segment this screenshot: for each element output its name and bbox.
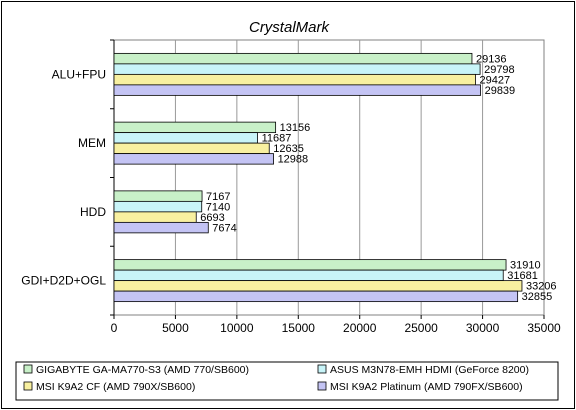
bar [113,290,519,303]
legend-box [15,361,559,401]
category-label: ALU+FPU [52,67,106,81]
data-label: 7167 [206,191,230,203]
data-label: 6693 [200,212,224,224]
legend-swatch [317,364,327,374]
data-label: 29427 [480,74,511,86]
data-label: 31910 [510,260,541,272]
bar [113,73,476,86]
bar [113,63,481,75]
legend: GIGABYTE GA-MA770-S3 (AMD 770/SB600) ASUS… [15,361,559,401]
data-label: 32855 [522,291,553,303]
x-tick-label: 15000 [282,321,316,335]
bar [113,200,203,213]
legend-swatch [23,364,33,374]
legend-swatch [23,381,33,391]
bar [113,190,203,202]
data-label: 33206 [526,281,557,293]
bar [113,52,473,65]
x-tick-label: 25000 [404,321,438,335]
category-label: GDI+D2D+OGL [21,274,106,288]
data-label: 11687 [262,133,292,145]
plot-area: 0 5000 10000 15000 20000 25000 30000 35000 ALU+F… [21,39,561,335]
bar [113,221,209,234]
data-label: 31681 [507,270,538,282]
data-label: 7674 [212,222,236,234]
legend-label: GIGABYTE GA-MA770-S3 (AMD 770/SB600) [36,364,249,376]
data-label: 12635 [273,143,304,155]
data-label: 13156 [280,122,311,134]
x-tick-label: 35000 [527,321,561,335]
legend-label: MSI K9A2 CF (AMD 790X/SB600) [36,381,195,393]
x-tick-label: 5000 [162,321,189,335]
bar [113,121,277,134]
legend-swatch [317,381,327,391]
bar [113,84,481,96]
bar [113,132,258,144]
x-tick-label: 20000 [343,321,377,335]
bar [113,211,197,223]
chart-title: CrystalMark [249,19,331,36]
category-label: MEM [78,136,106,150]
bar [113,153,274,165]
bar [113,259,507,271]
data-label: 29839 [485,85,516,97]
bar [113,280,523,292]
category-label: HDD [80,205,106,219]
data-label: 7140 [206,201,230,213]
data-label: 29798 [484,64,515,76]
data-label: 12988 [278,154,309,166]
bar [113,142,270,155]
x-tick-label: 0 [111,321,118,335]
data-label: 29136 [476,53,507,65]
bar [113,269,504,282]
legend-label: ASUS M3N78-EMH HDMI (GeForce 8200) [330,364,529,376]
legend-label: MSI K9A2 Platinum (AMD 790FX/SB600) [330,381,523,393]
x-tick-label: 30000 [466,321,500,335]
x-tick-label: 10000 [220,321,254,335]
